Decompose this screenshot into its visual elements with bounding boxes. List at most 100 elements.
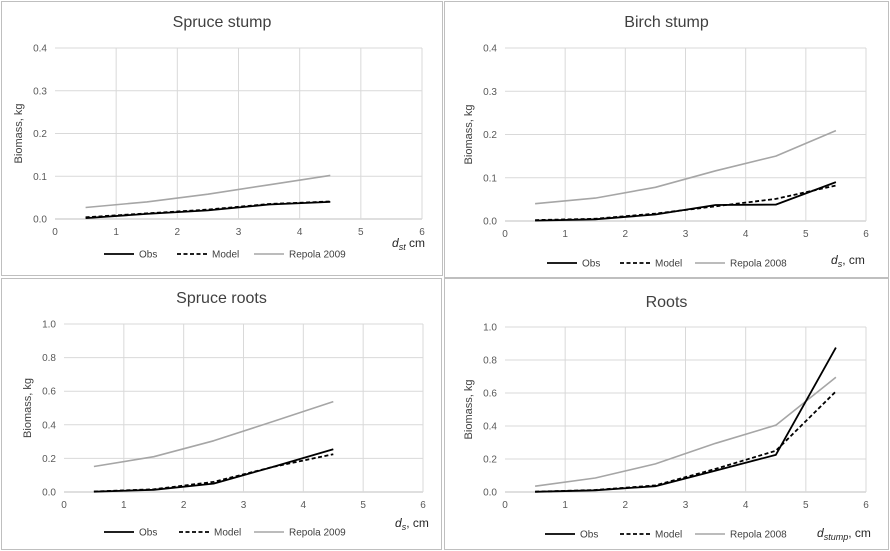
- y-tick-label: 0.0: [483, 488, 497, 499]
- x-axis-label: ds, cm: [831, 253, 865, 269]
- x-tick-label: 6: [419, 227, 425, 238]
- series-line-model: [93, 453, 334, 493]
- chart-title: Birch stump: [624, 14, 709, 31]
- y-tick-label: 0.4: [483, 44, 497, 55]
- x-axis-label: ds, cm: [395, 516, 429, 532]
- y-tick-label: 0.4: [33, 44, 47, 55]
- legend-label: Repola 2009: [289, 528, 346, 539]
- x-tick-label: 6: [863, 229, 869, 240]
- chart-panel-spruce-stump: Spruce stump 0.0 0.1 0.2 0.3 0.4 0 1 2 3 4 5 6 Bioma…: [1, 1, 443, 276]
- y-tick-label: 0.0: [42, 488, 56, 499]
- x-tick-label: 5: [360, 500, 366, 511]
- series-line-model: [85, 200, 331, 219]
- x-tick-label: 2: [175, 227, 181, 238]
- legend-label: Obs: [139, 528, 157, 539]
- series-line-model: [535, 184, 837, 221]
- x-tick-label: 5: [803, 229, 809, 240]
- x-tick-label: 2: [623, 500, 629, 511]
- chart-panel-roots: Roots 0.0 0.2 0.4 0.6 0.8 1.0 0 1 2 3 4 5 6 Biomass, …: [444, 278, 889, 550]
- x-axis-label-sub: s: [838, 259, 843, 269]
- y-tick-label: 0.8: [42, 353, 56, 364]
- x-tick-label: 0: [61, 500, 67, 511]
- y-axis-label: Biomass, kg: [463, 105, 475, 165]
- series-line-repola-2008: [535, 129, 837, 205]
- series-line-repola-2008: [534, 376, 837, 487]
- legend-label: Obs: [139, 250, 157, 261]
- legend-label: Repola 2008: [730, 259, 787, 270]
- y-tick-label: 0.1: [483, 173, 497, 184]
- y-tick-label: 1.0: [483, 323, 497, 334]
- legend-label: Model: [655, 530, 682, 541]
- series-line-repola-2009: [93, 400, 334, 468]
- series-line-obs: [535, 347, 837, 493]
- x-tick-label: 2: [181, 500, 187, 511]
- y-tick-label: 0.3: [483, 87, 497, 98]
- legend-label: Obs: [582, 259, 600, 270]
- x-axis-label-sub: s: [402, 522, 407, 532]
- x-axis-label-var: d: [392, 236, 399, 250]
- legend-label: Repola 2009: [289, 250, 346, 261]
- x-axis-label-sub: stump: [824, 532, 849, 542]
- y-axis-label: Biomass, kg: [22, 378, 34, 438]
- x-tick-label: 6: [420, 500, 426, 511]
- y-tick-label: 0.0: [483, 217, 497, 228]
- x-axis-label-unit: , cm: [842, 253, 865, 267]
- y-tick-label: 0.1: [33, 172, 47, 183]
- chart-panel-birch-stump: Birch stump 0.0 0.1 0.2 0.3 0.4 0 1 2 3 4 5 6 Biomas…: [444, 1, 889, 278]
- x-tick-label: 4: [743, 229, 749, 240]
- x-tick-label: 5: [803, 500, 809, 511]
- y-axis-label: Biomass, kg: [13, 104, 25, 164]
- y-tick-label: 0.2: [483, 455, 497, 466]
- legend-label: Repola 2008: [730, 530, 787, 541]
- y-tick-label: 0.3: [33, 86, 47, 97]
- y-tick-label: 0.2: [483, 130, 497, 141]
- y-tick-label: 0.6: [42, 387, 56, 398]
- x-axis-label-var: d: [395, 516, 402, 530]
- y-axis-label: Biomass, kg: [463, 380, 475, 440]
- x-tick-label: 0: [502, 500, 508, 511]
- legend-label: Obs: [580, 530, 598, 541]
- x-tick-label: 3: [241, 500, 247, 511]
- x-tick-label: 1: [121, 500, 127, 511]
- chart-plot: 0.0 0.2 0.4 0.6 0.8 1.0 0 1 2 3 4 5 6 Biomass, kg ds, …: [22, 320, 429, 539]
- x-tick-label: 6: [863, 500, 869, 511]
- x-tick-label: 0: [52, 227, 58, 238]
- x-tick-label: 4: [297, 227, 303, 238]
- x-tick-label: 3: [236, 227, 242, 238]
- x-axis-label-unit: , cm: [406, 516, 429, 530]
- x-tick-label: 4: [743, 500, 749, 511]
- chart-plot: 0.0 0.2 0.4 0.6 0.8 1.0 0 1 2 3 4 5 6 Biomass, kg dstu…: [463, 323, 871, 543]
- x-tick-label: 3: [683, 229, 689, 240]
- x-tick-label: 0: [502, 229, 508, 240]
- y-tick-label: 0.8: [483, 356, 497, 367]
- y-tick-label: 0.0: [33, 215, 47, 226]
- y-tick-label: 0.2: [33, 129, 47, 140]
- x-axis-label-unit: , cm: [848, 526, 871, 540]
- y-tick-label: 0.4: [483, 422, 497, 433]
- x-tick-label: 1: [113, 227, 119, 238]
- legend-label: Model: [212, 250, 239, 261]
- series-line-obs: [93, 448, 334, 493]
- legend-label: Model: [655, 259, 682, 270]
- x-axis-label-unit: cm: [406, 236, 425, 250]
- x-tick-label: 4: [301, 500, 307, 511]
- x-tick-label: 2: [623, 229, 629, 240]
- chart-title: Spruce stump: [172, 14, 272, 31]
- chart-title: Roots: [645, 294, 688, 311]
- x-axis-label: dst cm: [392, 236, 425, 252]
- chart-panel-spruce-roots: Spruce roots 0.0 0.2 0.4 0.6 0.8 1.0 0 1 2 3 4 5 6 Bi…: [1, 278, 442, 550]
- x-tick-label: 1: [562, 500, 568, 511]
- y-tick-label: 1.0: [42, 320, 56, 331]
- legend-label: Model: [214, 528, 241, 539]
- y-tick-label: 0.6: [483, 389, 497, 400]
- chart-plot: 0.0 0.1 0.2 0.3 0.4 0 1 2 3 4 5 6 Biomass, kg dst cm O…: [13, 44, 425, 261]
- x-axis-label-var: d: [831, 253, 838, 267]
- chart-title: Spruce roots: [176, 290, 267, 307]
- x-tick-label: 3: [683, 500, 689, 511]
- x-axis-label-sub: st: [399, 242, 407, 252]
- x-tick-label: 5: [358, 227, 364, 238]
- x-tick-label: 1: [562, 229, 568, 240]
- series-line-model: [535, 390, 837, 493]
- chart-plot: 0.0 0.1 0.2 0.3 0.4 0 1 2 3 4 5 6 Biomass, kg ds, cm O…: [463, 44, 869, 270]
- y-tick-label: 0.2: [42, 454, 56, 465]
